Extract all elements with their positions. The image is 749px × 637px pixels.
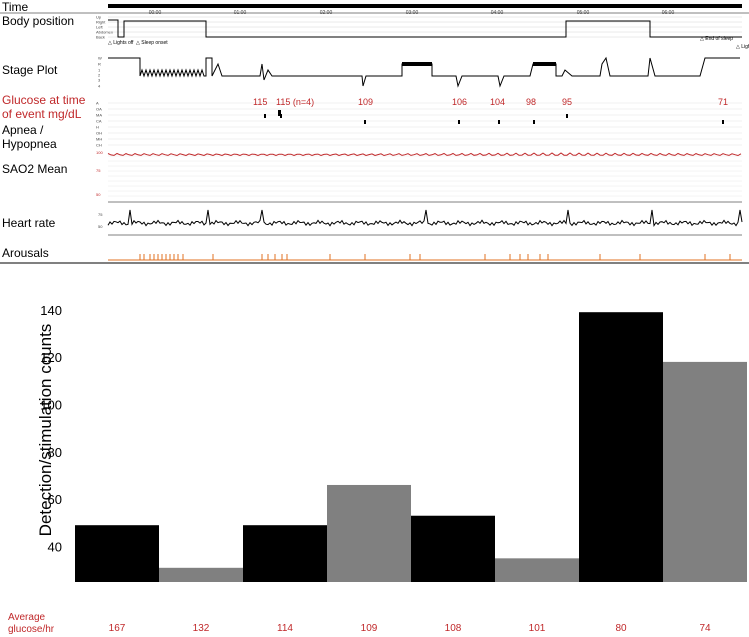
body-position-level-label: Left (96, 25, 104, 30)
average-glucose-value: 101 (528, 623, 546, 634)
body-position-level-label: Back (96, 35, 105, 40)
glucose-event-label: 95 (562, 97, 573, 107)
bar (663, 361, 747, 582)
apnea-level-label: MH (96, 137, 102, 142)
apnea-event-mark (722, 120, 724, 124)
stage-trace (108, 56, 740, 88)
body-position-annotation: △ Lights off (108, 40, 134, 46)
time-label: Time (2, 0, 29, 14)
apnea-event-mark (458, 120, 460, 124)
bar (159, 567, 243, 582)
body-position-annotation: △ Lights on (736, 44, 749, 50)
apnea-label-line2: Hypopnea (2, 137, 57, 151)
rem-block (402, 62, 432, 66)
apnea-level-label: MA (96, 113, 102, 118)
sao2-tick-label: 75 (96, 168, 101, 173)
body-position-annotation: △ End of sleep (700, 36, 733, 42)
stage-level-label: 4 (98, 84, 101, 89)
glucose-event-label: 104 (490, 97, 506, 107)
body-position-annotation: △ Sleep onset (136, 40, 168, 46)
apnea-event-mark (498, 120, 500, 124)
body-position-label: Body position (2, 14, 75, 28)
stage-level-label: R (98, 62, 101, 67)
rem-block (533, 62, 556, 66)
average-glucose-value: 114 (277, 623, 293, 634)
arousals-label: Arousals (2, 246, 49, 260)
apnea-level-label: CH (96, 143, 102, 148)
bar (243, 525, 327, 582)
glucose-event-label: 106 (452, 97, 468, 107)
apnea-event-mark (278, 110, 281, 116)
bar (411, 515, 495, 582)
heart-rate-label: Heart rate (2, 216, 56, 230)
average-glucose-value: 109 (360, 623, 378, 634)
glucose-label-line1: Glucose at time (2, 93, 86, 107)
apnea-level-label: H (96, 125, 99, 130)
glucose-event-label: 109 (358, 97, 374, 107)
y-tick-label: 120 (40, 350, 62, 365)
average-glucose-value: 80 (615, 623, 627, 634)
glucose-event-label: 115 (n=4) (276, 97, 315, 107)
stage-level-label: W (98, 56, 102, 61)
hr-tick-label: 50 (98, 224, 103, 229)
sao2-tick-label: 100 (96, 150, 103, 155)
time-axis-bar (108, 4, 742, 8)
stage-level-label: 3 (98, 78, 101, 83)
average-glucose-value: 74 (699, 623, 711, 634)
glucose-event-label: 98 (526, 97, 537, 107)
y-tick-label: 140 (40, 303, 62, 318)
stage-level-label: 1 (98, 68, 101, 73)
apnea-event-mark (566, 114, 568, 118)
bar (75, 525, 159, 582)
sao2-trace (107, 152, 742, 157)
apnea-level-label: OA (96, 107, 102, 112)
y-axis-label: Detection/stimulation counts (36, 323, 55, 537)
bar (327, 484, 411, 582)
apnea-level-label: OH (96, 131, 102, 136)
body-position-level-label: Abdomen (96, 30, 113, 35)
glucose-label-line2: of event mg/dL (2, 107, 82, 121)
apnea-event-mark (364, 120, 366, 124)
apnea-level-label: CA (96, 119, 102, 124)
y-tick-label: 60 (48, 492, 62, 507)
stage-level-label: 2 (98, 73, 101, 78)
body-position-level-label: Right (96, 20, 106, 25)
sao2-tick-label: 50 (96, 192, 101, 197)
sao2-label: SAO2 Mean (2, 162, 68, 176)
apnea-event-mark (533, 120, 535, 124)
hr-tick-label: 75 (98, 212, 103, 217)
apnea-label-line1: Apnea / (2, 123, 44, 137)
y-tick-label: 80 (48, 445, 62, 460)
bar (579, 312, 663, 582)
y-tick-label: 100 (40, 398, 62, 413)
average-glucose-label: Average glucose/hr (8, 612, 54, 636)
heart-rate-trace (107, 209, 743, 228)
stage-plot-label: Stage Plot (2, 63, 58, 77)
apnea-level-label: A (96, 101, 99, 106)
bar (495, 558, 579, 582)
y-tick-label: 40 (48, 540, 62, 555)
average-glucose-label-line1: Average (8, 612, 46, 623)
average-glucose-value: 108 (444, 623, 462, 634)
polysomnogram: 00:00 01:00 02:00 03:00 04:00 05:00 06:00UpRig… (0, 4, 749, 264)
average-glucose-label-line2: glucose/hr (8, 624, 55, 635)
apnea-event-mark (264, 114, 266, 118)
glucose-event-label: 71 (718, 97, 729, 107)
body-position-trace (108, 19, 742, 38)
body-position-level-label: Up (96, 15, 102, 20)
average-glucose-value: 167 (108, 623, 126, 634)
average-glucose-value: 132 (192, 623, 210, 634)
glucose-event-label: 115 (253, 97, 268, 107)
